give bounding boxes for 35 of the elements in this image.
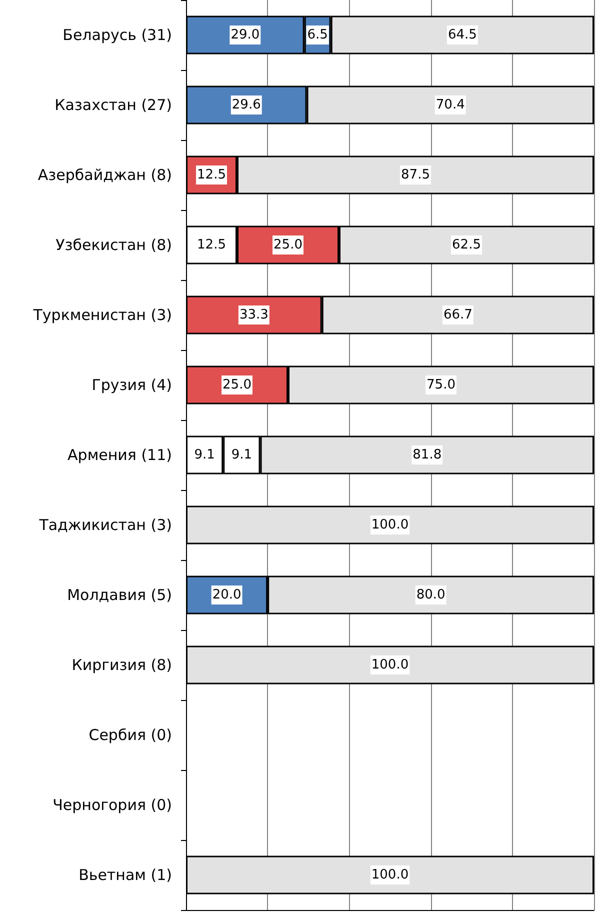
data-label: 80.0 <box>416 588 446 602</box>
data-label: 100.0 <box>371 518 409 532</box>
y-tick-label: Вьетнам (1) <box>78 866 172 884</box>
data-label: 75.0 <box>426 378 456 392</box>
data-label: 64.5 <box>448 28 477 42</box>
data-label: 25.0 <box>222 378 252 392</box>
data-label: 70.4 <box>436 98 465 112</box>
data-label: 12.5 <box>197 168 226 182</box>
y-tick-label: Азербайджан (8) <box>38 166 172 184</box>
y-tick-label: Черногория (0) <box>52 796 172 814</box>
data-label: 87.5 <box>401 168 430 182</box>
data-label: 25.0 <box>274 238 302 252</box>
data-label: 9.1 <box>194 448 215 462</box>
data-label: 81.8 <box>412 448 442 462</box>
y-tick-label: Туркменистан (3) <box>32 306 172 324</box>
y-tick-label: Киргизия (8) <box>72 656 172 674</box>
data-label: 62.5 <box>452 238 481 252</box>
data-label: 33.3 <box>239 308 268 322</box>
data-label: 100.0 <box>371 658 409 672</box>
data-label: 100.0 <box>371 868 409 882</box>
y-tick-label: Сербия (0) <box>88 726 172 744</box>
data-label: 20.0 <box>212 588 242 602</box>
y-tick-label: Молдавия (5) <box>67 586 172 604</box>
data-label: 29.6 <box>232 98 261 112</box>
y-tick-label: Армения (11) <box>68 446 172 464</box>
y-tick-label: Таджикистан (3) <box>38 516 172 534</box>
data-label: 29.0 <box>230 28 260 42</box>
y-tick-label: Казахстан (27) <box>54 96 172 114</box>
data-label: 6.5 <box>307 28 328 42</box>
y-tick-label: Грузия (4) <box>92 376 172 394</box>
y-tick-label: Беларусь (31) <box>62 26 172 44</box>
data-label: 12.5 <box>197 238 226 252</box>
data-label: 9.1 <box>231 448 252 462</box>
data-label: 66.7 <box>443 308 472 322</box>
y-tick-label: Узбекистан (8) <box>56 236 172 254</box>
